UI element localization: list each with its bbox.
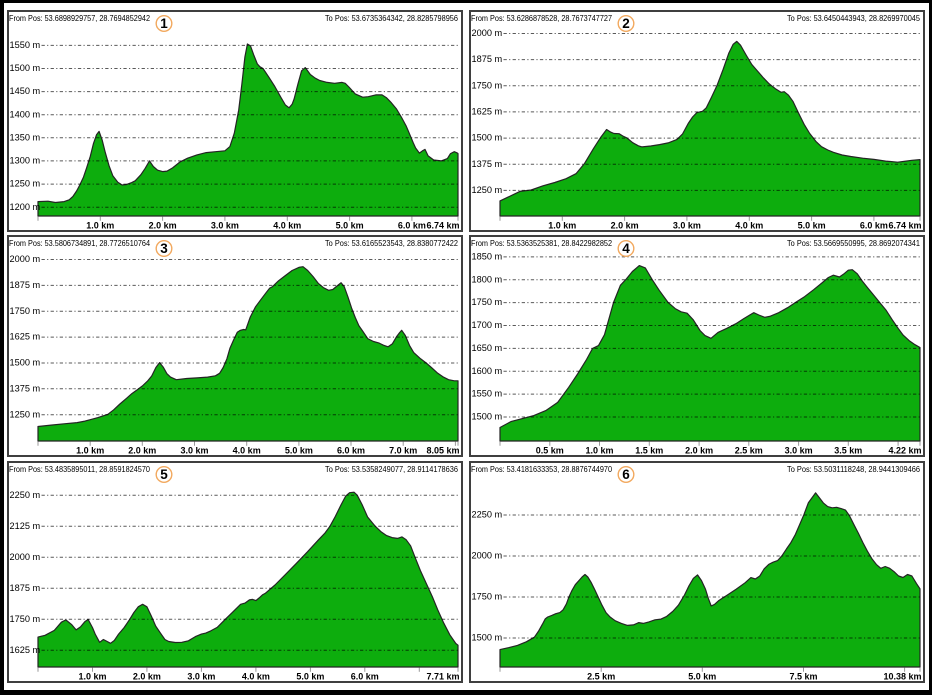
svg-text:6.74 km: 6.74 km (426, 220, 459, 230)
svg-text:From Pos: 53.5363525381, 28.84: From Pos: 53.5363525381, 28.8422982852 (471, 239, 612, 248)
svg-text:2000 m: 2000 m (10, 254, 41, 264)
svg-text:3.0 km: 3.0 km (673, 220, 701, 230)
svg-text:2250 m: 2250 m (10, 489, 41, 499)
svg-text:1550 m: 1550 m (471, 389, 502, 399)
svg-text:From Pos: 53.6286878528, 28.76: From Pos: 53.6286878528, 28.7673747727 (471, 14, 612, 23)
svg-text:1875 m: 1875 m (10, 582, 41, 592)
svg-text:1250 m: 1250 m (471, 185, 502, 195)
svg-text:5.0 km: 5.0 km (296, 671, 324, 681)
svg-text:1500 m: 1500 m (471, 412, 502, 422)
svg-text:1450 m: 1450 m (10, 86, 41, 96)
svg-text:To Pos: 53.5358249077, 28.9114: To Pos: 53.5358249077, 28.9114178636 (325, 465, 459, 474)
svg-text:1600 m: 1600 m (471, 366, 502, 376)
svg-text:6.0 km: 6.0 km (860, 220, 888, 230)
svg-text:1.0 km: 1.0 km (548, 220, 576, 230)
svg-text:1850 m: 1850 m (471, 252, 502, 262)
svg-text:5.0 km: 5.0 km (688, 671, 716, 681)
svg-text:6.0 km: 6.0 km (337, 445, 365, 455)
svg-text:1400 m: 1400 m (10, 109, 41, 119)
svg-text:From Pos: 53.4835895011, 28.85: From Pos: 53.4835895011, 28.8591824570 (9, 465, 150, 474)
svg-text:1200 m: 1200 m (10, 201, 41, 211)
svg-text:6.0 km: 6.0 km (351, 671, 379, 681)
svg-text:2.0 km: 2.0 km (685, 445, 713, 455)
svg-text:1700 m: 1700 m (471, 320, 502, 330)
svg-text:5.0 km: 5.0 km (797, 220, 825, 230)
svg-text:1650 m: 1650 m (471, 343, 502, 353)
svg-text:1750 m: 1750 m (471, 297, 502, 307)
svg-text:1.0 km: 1.0 km (585, 445, 613, 455)
svg-text:1800 m: 1800 m (471, 274, 502, 284)
svg-text:6.74 km: 6.74 km (888, 220, 921, 230)
svg-text:1500 m: 1500 m (471, 632, 502, 642)
svg-text:1750 m: 1750 m (10, 613, 41, 623)
svg-text:2000 m: 2000 m (471, 28, 502, 38)
svg-text:To Pos: 53.6735364342, 28.8285: To Pos: 53.6735364342, 28.8285798956 (325, 14, 459, 23)
svg-text:1350 m: 1350 m (10, 132, 41, 142)
svg-text:2.5 km: 2.5 km (734, 445, 762, 455)
svg-text:1.0 km: 1.0 km (86, 220, 114, 230)
svg-text:0.5 km: 0.5 km (535, 445, 563, 455)
svg-text:3.0 km: 3.0 km (784, 445, 812, 455)
svg-text:4.22 km: 4.22 km (888, 445, 921, 455)
svg-text:6: 6 (622, 467, 630, 482)
svg-text:1250 m: 1250 m (10, 409, 41, 419)
svg-text:7.5 km: 7.5 km (789, 671, 817, 681)
svg-text:1875 m: 1875 m (471, 54, 502, 64)
svg-text:From Pos: 53.4181633353, 28.88: From Pos: 53.4181633353, 28.8876744970 (471, 465, 612, 474)
svg-text:3: 3 (160, 241, 168, 256)
svg-text:2000 m: 2000 m (471, 550, 502, 560)
svg-text:1250 m: 1250 m (10, 178, 41, 188)
svg-text:2.0 km: 2.0 km (133, 671, 161, 681)
svg-text:10.38 km: 10.38 km (883, 671, 921, 681)
svg-text:3.0 km: 3.0 km (211, 220, 239, 230)
svg-text:1625 m: 1625 m (10, 332, 41, 342)
svg-text:1: 1 (160, 16, 168, 31)
svg-text:1.0 km: 1.0 km (76, 445, 104, 455)
svg-text:1375 m: 1375 m (471, 158, 502, 168)
svg-text:4.0 km: 4.0 km (273, 220, 301, 230)
svg-text:1750 m: 1750 m (471, 80, 502, 90)
svg-text:1.0 km: 1.0 km (78, 671, 106, 681)
svg-text:3.5 km: 3.5 km (834, 445, 862, 455)
svg-text:7.0 km: 7.0 km (389, 445, 417, 455)
svg-text:2250 m: 2250 m (471, 509, 502, 519)
svg-text:1500 m: 1500 m (471, 132, 502, 142)
svg-text:2000 m: 2000 m (10, 551, 41, 561)
svg-text:From Pos: 53.5806734891, 28.77: From Pos: 53.5806734891, 28.7726510764 (9, 239, 150, 248)
svg-text:4.0 km: 4.0 km (735, 220, 763, 230)
svg-text:8.05 km: 8.05 km (426, 445, 459, 455)
svg-text:5.0 km: 5.0 km (336, 220, 364, 230)
svg-text:To Pos: 53.5031118248, 28.9441: To Pos: 53.5031118248, 28.9441309466 (787, 465, 921, 474)
svg-text:6.0 km: 6.0 km (398, 220, 426, 230)
svg-text:From Pos: 53.6898929757, 28.76: From Pos: 53.6898929757, 28.7694852942 (9, 14, 150, 23)
svg-text:2125 m: 2125 m (10, 520, 41, 530)
svg-text:To Pos: 53.6450443943, 28.8269: To Pos: 53.6450443943, 28.8269970045 (787, 14, 921, 23)
svg-text:1500 m: 1500 m (10, 358, 41, 368)
svg-text:1500 m: 1500 m (10, 63, 41, 73)
svg-text:To Pos: 53.6165523543, 28.8380: To Pos: 53.6165523543, 28.8380772422 (325, 239, 459, 248)
svg-text:4.0 km: 4.0 km (242, 671, 270, 681)
svg-text:2.0 km: 2.0 km (610, 220, 638, 230)
svg-text:5.0 km: 5.0 km (285, 445, 313, 455)
svg-text:2.0 km: 2.0 km (128, 445, 156, 455)
svg-text:1.5 km: 1.5 km (635, 445, 663, 455)
svg-text:1375 m: 1375 m (10, 383, 41, 393)
svg-text:1750 m: 1750 m (10, 306, 41, 316)
svg-text:1875 m: 1875 m (10, 280, 41, 290)
svg-text:3.0 km: 3.0 km (180, 445, 208, 455)
svg-text:1625 m: 1625 m (10, 644, 41, 654)
svg-text:5: 5 (160, 467, 168, 482)
svg-text:2.0 km: 2.0 km (149, 220, 177, 230)
svg-text:1550 m: 1550 m (10, 40, 41, 50)
svg-text:1750 m: 1750 m (471, 591, 502, 601)
svg-text:1625 m: 1625 m (471, 106, 502, 116)
svg-text:7.71 km: 7.71 km (426, 671, 459, 681)
svg-text:1300 m: 1300 m (10, 155, 41, 165)
svg-text:4.0 km: 4.0 km (233, 445, 261, 455)
svg-text:3.0 km: 3.0 km (187, 671, 215, 681)
svg-text:2.5 km: 2.5 km (587, 671, 615, 681)
svg-text:2: 2 (622, 16, 630, 31)
svg-text:To Pos: 53.5669550995, 28.8692: To Pos: 53.5669550995, 28.8692074341 (787, 239, 921, 248)
svg-text:4: 4 (622, 241, 630, 256)
